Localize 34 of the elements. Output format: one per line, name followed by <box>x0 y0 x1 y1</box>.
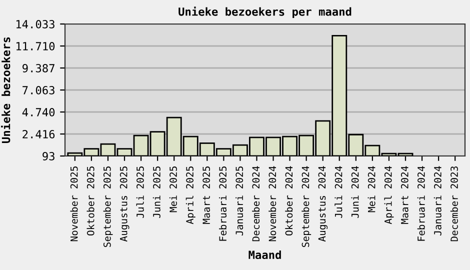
x-tick-label: November 2025 <box>70 166 78 242</box>
y-tick-label: 7.063 <box>22 86 54 94</box>
x-tick-label: Augustus 2024 <box>318 166 328 242</box>
x-tick-label: Januari 2024 <box>434 166 442 236</box>
x-tick-label: April 2024 <box>384 166 394 224</box>
x-tick-label: December 2024 <box>252 166 260 242</box>
x-tick-label: Oktober 2025 <box>86 166 94 236</box>
x-tick-label: Februari 2025 <box>219 166 227 241</box>
x-tick-label: Juli 2025 <box>136 166 144 218</box>
y-tick-label: 9.387 <box>22 64 54 72</box>
x-tick-label: Mei 2024 <box>368 166 376 212</box>
y-tick-label: 14.033 <box>16 20 54 28</box>
y-tick-label: 93 <box>42 152 54 160</box>
x-tick-label: April 2025 <box>186 166 196 224</box>
x-tick-label: Juni 2025 <box>152 166 160 218</box>
x-tick-label: Januari 2025 <box>236 166 244 236</box>
x-tick-label: December 2023 <box>450 166 458 242</box>
chart-title: Unieke bezoekers per maand <box>178 6 352 18</box>
x-tick-label: November 2024 <box>268 166 276 242</box>
y-tick-label: 4.740 <box>22 108 55 116</box>
x-tick-label: Oktober 2024 <box>285 166 293 236</box>
x-tick-label: September 2025 <box>103 166 113 248</box>
x-tick-label: Maart 2025 <box>202 166 210 224</box>
y-axis-title: Unieke bezoekers <box>1 37 10 143</box>
x-tick-label: Maart 2024 <box>400 166 408 224</box>
y-tick-label: 2.416 <box>22 130 55 138</box>
x-axis-title: Maand <box>248 250 281 260</box>
x-tick-label: September 2024 <box>302 166 312 248</box>
x-tick-label: Juli 2024 <box>334 166 342 218</box>
x-tick-label: Juni 2024 <box>351 166 359 218</box>
x-tick-label: Mei 2025 <box>169 166 177 212</box>
x-tick-label: Februari 2024 <box>417 166 425 241</box>
y-tick-label: 11.710 <box>16 42 55 50</box>
x-tick-label: Augustus 2025 <box>120 166 130 242</box>
